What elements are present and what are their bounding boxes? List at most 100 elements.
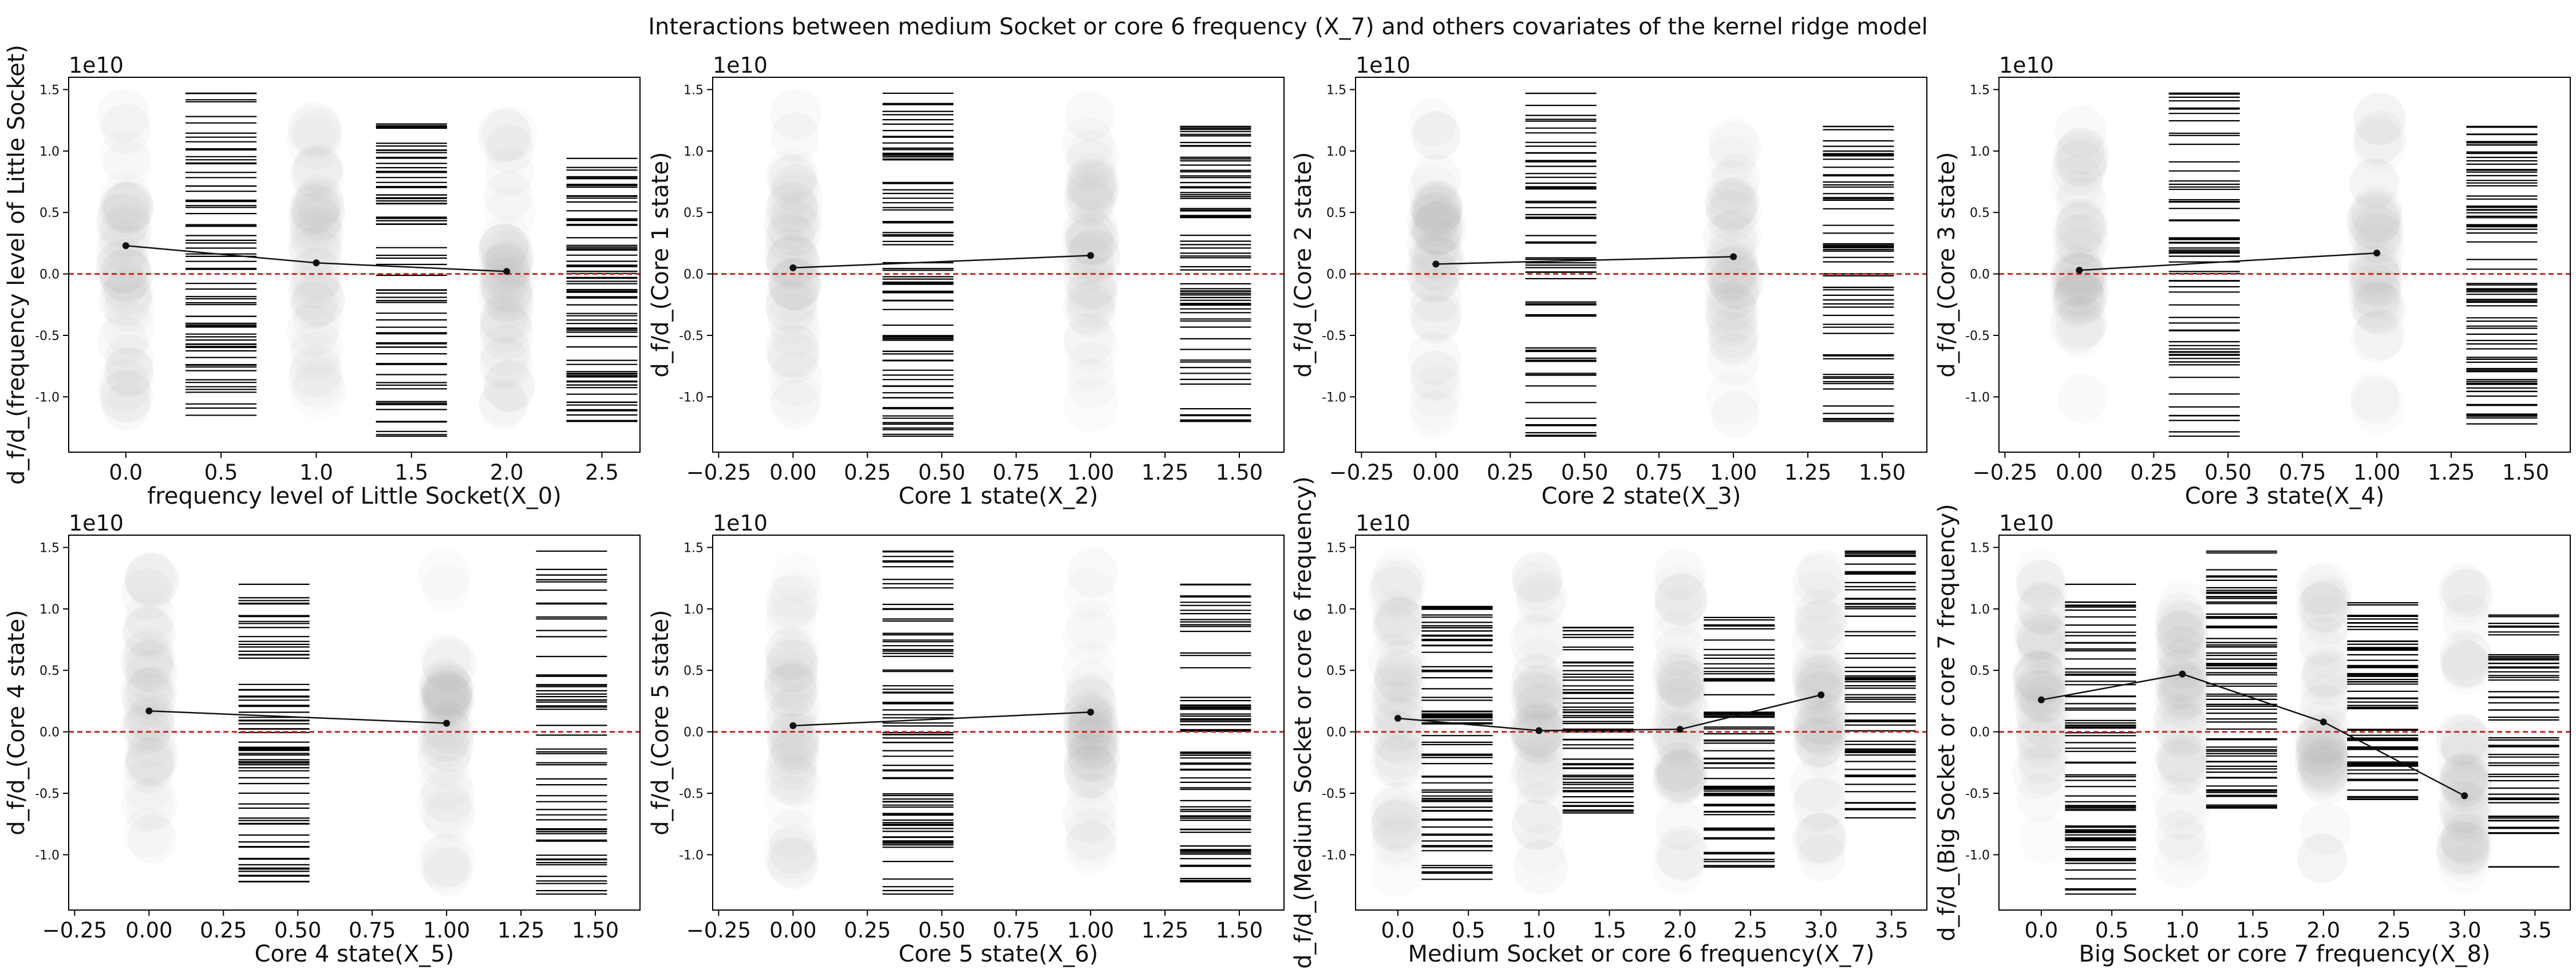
- bubble-point: [1708, 333, 1760, 385]
- bubble-point: [2348, 278, 2400, 329]
- bubble-point: [1410, 350, 1459, 400]
- bubble-point: [1409, 270, 1463, 323]
- bubble-point: [1655, 800, 1706, 851]
- bubble-point: [2056, 137, 2108, 188]
- bubble-point: [2348, 252, 2403, 306]
- bubble-point: [123, 689, 175, 741]
- bubble-point: [422, 670, 471, 719]
- bubble-point: [1794, 775, 1848, 829]
- bubble-point: [1709, 222, 1760, 273]
- bubble-point: [479, 305, 534, 361]
- bubble-point: [1708, 306, 1760, 358]
- x-tick-label: 0.75: [1635, 460, 1682, 485]
- bubble-point: [100, 130, 152, 181]
- bubble-point: [2018, 582, 2070, 634]
- x-tick-label: 2.5: [1734, 918, 1768, 943]
- y-tick-label: -0.5: [679, 787, 704, 801]
- bubble-point: [2354, 308, 2405, 360]
- bubble-point: [1411, 294, 1461, 344]
- bubble-point: [2352, 270, 2403, 321]
- plot-area: [69, 89, 640, 437]
- bubble-point: [766, 689, 817, 741]
- bubble-point: [2056, 252, 2108, 304]
- bubble-point: [1654, 572, 1708, 626]
- bubble-point: [424, 702, 476, 754]
- bubble-point: [1508, 698, 1563, 753]
- mean-point: [2076, 267, 2083, 274]
- bubble-point: [1064, 318, 1119, 373]
- bubble-point: [101, 181, 153, 233]
- bubble-point: [1515, 710, 1570, 765]
- bubble-point: [771, 191, 823, 243]
- bubble-point: [482, 106, 538, 161]
- bubble-point: [101, 104, 151, 154]
- rug-column: [1180, 583, 1251, 883]
- bubble-point: [768, 259, 820, 311]
- bubble-point: [767, 181, 819, 233]
- mean-point: [2373, 250, 2381, 257]
- bubble-point: [2348, 264, 2401, 317]
- bubble-point: [2156, 627, 2211, 681]
- bubble-point: [1373, 547, 1427, 601]
- bubble-point: [1065, 209, 1120, 265]
- x-tick-label: 1.50: [1216, 460, 1263, 485]
- bubble-point: [1065, 808, 1119, 861]
- bubble-point: [770, 89, 821, 141]
- plot-area: [713, 89, 1284, 437]
- bubble-point: [1408, 286, 1462, 341]
- bubble-point: [2295, 729, 2349, 783]
- bubble-point: [98, 258, 148, 307]
- bubble-point: [97, 315, 148, 366]
- bubble-point: [1411, 295, 1460, 345]
- bubble-point: [1412, 200, 1467, 255]
- bubble-point: [290, 260, 339, 309]
- bubble-point: [2348, 238, 2403, 292]
- bubble-point: [1369, 665, 1420, 715]
- bubble-point: [1066, 820, 1115, 868]
- bubble-point: [1705, 287, 1760, 342]
- bubble-cloud: [1406, 98, 1467, 439]
- bubble-point: [2302, 651, 2350, 701]
- bubble-cloud: [1702, 117, 1764, 439]
- y-offset-text: 1e10: [713, 511, 768, 536]
- bubble-point: [2436, 828, 2490, 882]
- bubble-point: [2152, 698, 2207, 752]
- x-tick-label: 0.50: [918, 918, 965, 943]
- bubble-point: [100, 370, 153, 424]
- bubble-point: [767, 234, 820, 288]
- bubble-point: [1066, 731, 1120, 785]
- bubble-point: [1411, 110, 1460, 160]
- x-tick-label: 1.5: [2236, 918, 2270, 943]
- bubble-cloud: [1650, 548, 1710, 895]
- bubble-point: [1372, 698, 1426, 752]
- bubble-point: [2051, 296, 2106, 351]
- bubble-point: [101, 270, 152, 321]
- bubble-point: [2349, 159, 2399, 207]
- y-tick-label: 0.5: [1326, 206, 1346, 220]
- bubble-point: [1408, 164, 1458, 215]
- bubble-point: [1066, 754, 1116, 804]
- bubble-point: [290, 146, 342, 199]
- x-tick-label: 0.00: [125, 918, 172, 943]
- bubble-point: [1514, 781, 1567, 834]
- bubble-point: [287, 248, 342, 303]
- bubble-point: [104, 266, 153, 316]
- x-tick-label: 0.25: [1487, 460, 1534, 485]
- bubble-cloud: [763, 575, 821, 890]
- bubble-point: [1653, 610, 1702, 660]
- bubble-point: [765, 740, 817, 791]
- bubble-point: [1373, 649, 1424, 699]
- bubble-point: [764, 322, 819, 377]
- bubble-point: [1412, 111, 1461, 160]
- y-tick-label: -0.5: [1965, 329, 1990, 343]
- bubble-point: [420, 768, 475, 823]
- bubble-point: [1370, 800, 1421, 851]
- bubble-point: [1062, 703, 1116, 757]
- bubble-point: [98, 273, 152, 327]
- bubble-point: [483, 171, 533, 222]
- mean-point: [1535, 727, 1543, 734]
- bubble-point: [2294, 733, 2348, 787]
- x-tick-label: −0.25: [686, 460, 751, 485]
- bubble-point: [1376, 639, 1427, 689]
- bubble-point: [2442, 762, 2492, 813]
